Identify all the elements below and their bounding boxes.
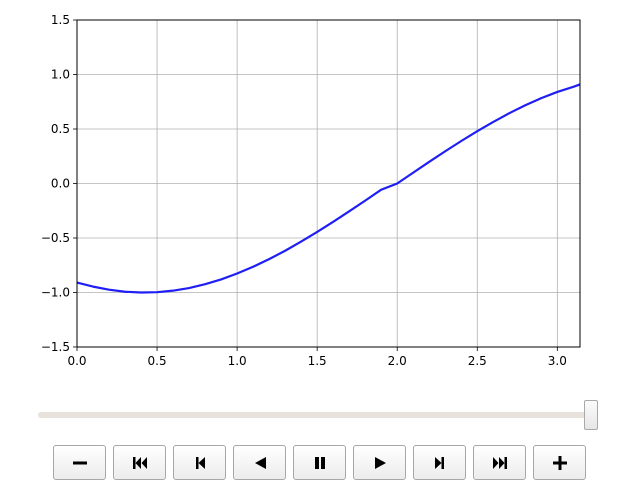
y-tick-label: 1.0 [51,68,70,82]
x-tick-label: 0.0 [67,354,86,368]
y-tick-label: −0.5 [41,231,70,245]
minus-icon [72,461,87,464]
increase-speed-button[interactable] [533,445,586,480]
play-reverse-icon [254,456,266,469]
previous-frame-button[interactable] [173,445,226,480]
x-tick-label: 2.5 [468,354,487,368]
skip-to-start-icon [132,456,147,469]
play-icon [374,456,386,469]
play-button[interactable] [353,445,406,480]
pause-button[interactable] [293,445,346,480]
y-tick-label: −1.0 [41,286,70,300]
play-reverse-button[interactable] [233,445,286,480]
x-tick-label: 0.5 [148,354,167,368]
slider-track[interactable] [38,412,598,418]
step-forward-icon [434,456,444,469]
x-tick-label: 1.5 [308,354,327,368]
next-frame-button[interactable] [413,445,466,480]
playback-controls [53,445,586,480]
y-tick-label: 0.5 [51,122,70,136]
pause-icon [314,456,325,469]
first-frame-button[interactable] [113,445,166,480]
y-tick-label: −1.5 [41,340,70,354]
last-frame-button[interactable] [473,445,526,480]
y-tick-label: 0.0 [51,177,70,191]
plus-icon [552,455,567,470]
x-tick-label: 2.0 [388,354,407,368]
axes-frame [76,19,581,348]
line-chart: 0.0 0.5 1.0 1.5 2.0 2.5 3.0 1.5 1.0 0.5 0.0 −0.5 −1.… [41,13,581,368]
frame-slider[interactable] [38,400,598,430]
x-tick-label: 3.0 [548,354,567,368]
slider-thumb[interactable] [584,400,598,430]
step-back-icon [195,456,205,469]
x-tick-label: 1.0 [228,354,247,368]
decrease-speed-button[interactable] [53,445,106,480]
y-tick-label: 1.5 [51,13,70,27]
skip-to-end-icon [492,456,507,469]
series-line [76,83,581,294]
